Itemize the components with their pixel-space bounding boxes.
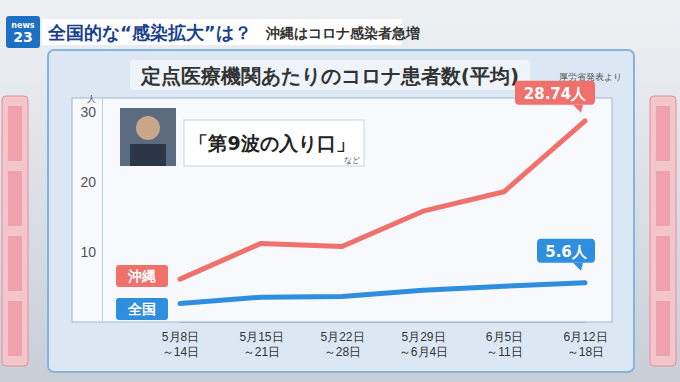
y-axis: 10 20 30 [80, 99, 102, 323]
y-axis-line [102, 99, 103, 323]
side-light [8, 236, 22, 291]
headline: 全国的な“感染拡大”は？ [47, 22, 252, 43]
chart-title: 定点医療機関あたりのコロナ患者数(平均) [140, 64, 519, 88]
side-light [8, 171, 22, 226]
side-light [656, 171, 670, 226]
y-tick-label: 30 [80, 104, 96, 120]
series-line [180, 121, 585, 279]
lines [180, 121, 585, 304]
data-label: 5.6人 [545, 243, 588, 261]
plot-frame [72, 98, 612, 322]
x-tick: 5月8日～14日 [162, 322, 199, 359]
side-panel [650, 96, 676, 366]
chart-panel [48, 50, 634, 372]
background [0, 0, 680, 382]
series-label: 全国 [127, 301, 156, 317]
logo: news23 [11, 21, 35, 45]
x-axis: 5月8日～14日 5月15日～21日 5月22日～28日 5月29日～6月4日 6月5日… [162, 322, 608, 359]
quote-box [184, 120, 364, 166]
side-panel [2, 96, 28, 366]
y-tick: 10 [80, 244, 102, 260]
x-tick-label: 5月29日～6月4日 [399, 330, 448, 359]
x-tick: 6月12日～18日 [563, 322, 607, 359]
quote: 「第9波の入り口」 [189, 132, 354, 154]
photo-face [136, 116, 160, 140]
photo [120, 108, 176, 166]
x-tick-label: 5月8日～14日 [162, 330, 199, 359]
y-tick: 30 [80, 104, 102, 120]
title-band [130, 60, 530, 90]
y-unit: 人 [87, 94, 96, 104]
data-label: 28.74人 [524, 85, 587, 103]
data-label-group: 28.74人 [515, 81, 595, 113]
y-tick-label: 10 [80, 244, 96, 260]
y-tick-label: 20 [80, 174, 96, 190]
photo-body [130, 144, 166, 166]
data-label-pointer [573, 263, 583, 271]
series-label: 沖縄 [127, 268, 156, 284]
screen: news23 全国的な“感染拡大”は？ 沖縄はコロナ感染者急増定点医療機関あたりのコ… [0, 0, 680, 382]
logo-box [6, 16, 40, 48]
side-light [656, 106, 670, 161]
side-light [656, 236, 670, 291]
side-light [656, 301, 670, 356]
x-axis-line [181, 322, 586, 323]
x-tick: 6月5日～11日 [486, 322, 523, 359]
y-tick: 20 [80, 174, 102, 190]
side-light [8, 301, 22, 356]
x-tick-label: 6月12日～18日 [563, 330, 607, 359]
series-line [180, 283, 585, 304]
data-label-pointer [573, 105, 583, 113]
subheadline: 沖縄はコロナ感染者急増 [265, 25, 420, 41]
data-label-box [515, 81, 595, 105]
x-tick-label: 5月22日～28日 [320, 330, 364, 359]
data-label-box [537, 239, 595, 263]
x-tick: 5月15日～21日 [239, 322, 283, 359]
data-label-group: 5.6人 [537, 239, 595, 271]
x-tick: 5月29日～6月4日 [399, 322, 448, 359]
x-tick-label: 6月5日～11日 [486, 330, 523, 359]
series-label-box [116, 265, 168, 287]
series-label-box [116, 298, 168, 320]
x-tick-label: 5月15日～21日 [239, 330, 283, 359]
source: 厚労省発表より [559, 72, 622, 82]
side-light [8, 106, 22, 161]
quote-note: など [344, 156, 360, 165]
x-tick: 5月22日～28日 [320, 322, 364, 359]
